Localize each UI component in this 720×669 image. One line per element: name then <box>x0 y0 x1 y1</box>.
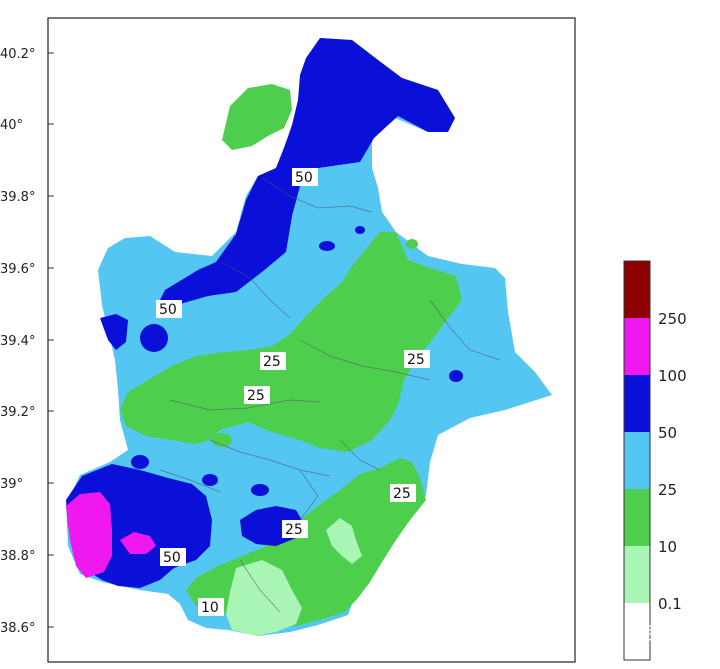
colorbar: 250 100 50 25 10 0.1 <box>623 260 687 661</box>
y-tick-label: 39.4° <box>0 334 35 349</box>
blob-blue <box>202 474 218 486</box>
colorbar-label: 250 <box>658 310 687 328</box>
colorbar-label: 10 <box>658 538 677 556</box>
blob-blue <box>355 226 365 234</box>
y-tick-label: 38.8° <box>0 549 35 564</box>
colorbar-swatch-0.1-10 <box>624 546 650 603</box>
contour-label-25: 25 <box>404 350 430 368</box>
district-boundaries <box>159 177 501 613</box>
colorbar-label: 100 <box>658 367 687 385</box>
y-tick-label: 39.8° <box>0 190 35 205</box>
colorbar-swatch-below-0.1 <box>624 603 650 660</box>
y-tick-label: 40° <box>0 118 23 133</box>
blob-blue <box>319 241 335 251</box>
colorbar-swatch-25-50 <box>624 432 650 489</box>
colorbar-label: 50 <box>658 424 677 442</box>
svg-text:25: 25 <box>247 388 265 404</box>
contour-label-25: 25 <box>260 352 286 370</box>
colorbar-swatch-100-250 <box>624 318 650 375</box>
colorbar-swatch-250plus <box>624 261 650 318</box>
region-lightgreen-south <box>226 560 302 636</box>
svg-text:50: 50 <box>163 550 181 566</box>
y-tick-label: 39° <box>0 477 23 492</box>
contour-label-25: 25 <box>244 386 270 404</box>
blob-blue <box>131 455 149 469</box>
region-magenta-west <box>66 492 112 578</box>
colorbar-border <box>623 260 651 661</box>
region-lightgreen-coast <box>326 518 362 564</box>
contour-label-25: 25 <box>390 484 416 502</box>
contour-label-25: 25 <box>282 520 308 538</box>
contour-label-50: 50 <box>156 300 182 318</box>
colorbar-swatch-50-100 <box>624 375 650 432</box>
y-tick-label: 40.2° <box>0 47 35 62</box>
y-tick-label: 38.6° <box>0 621 35 636</box>
svg-text:25: 25 <box>407 352 425 368</box>
watermark: 钟槿 <box>644 621 684 645</box>
svg-text:50: 50 <box>159 302 177 318</box>
contour-label-50: 50 <box>292 168 318 186</box>
blob-green <box>406 239 418 249</box>
svg-text:10: 10 <box>201 600 219 616</box>
blob-green <box>212 433 232 447</box>
svg-text:50: 50 <box>295 170 313 186</box>
svg-text:25: 25 <box>393 486 411 502</box>
y-axis-ticks <box>48 52 54 628</box>
colorbar-label: 0.1 <box>658 595 682 613</box>
y-tick-label: 39.2° <box>0 405 35 420</box>
blob-blue <box>449 370 463 382</box>
contour-label-10: 10 <box>198 598 224 616</box>
blob-blue <box>100 314 128 350</box>
colorbar-label: 25 <box>658 481 677 499</box>
contour-labels: 50 50 25 25 25 25 25 50 <box>156 168 430 616</box>
y-axis-labels: 40.2° 40° 39.8° 39.6° 39.4° 39.2° 39° 38… <box>0 47 35 636</box>
colorbar-swatch-10-25 <box>624 489 650 546</box>
region-magenta-small <box>120 532 156 554</box>
svg-text:25: 25 <box>285 522 303 538</box>
region-green-northwest <box>222 84 292 150</box>
blob-blue <box>140 324 168 352</box>
svg-text:25: 25 <box>263 354 281 370</box>
region-green-central <box>120 232 462 452</box>
blob-blue <box>251 484 269 496</box>
y-tick-label: 39.6° <box>0 262 35 277</box>
contour-label-50: 50 <box>160 548 186 566</box>
